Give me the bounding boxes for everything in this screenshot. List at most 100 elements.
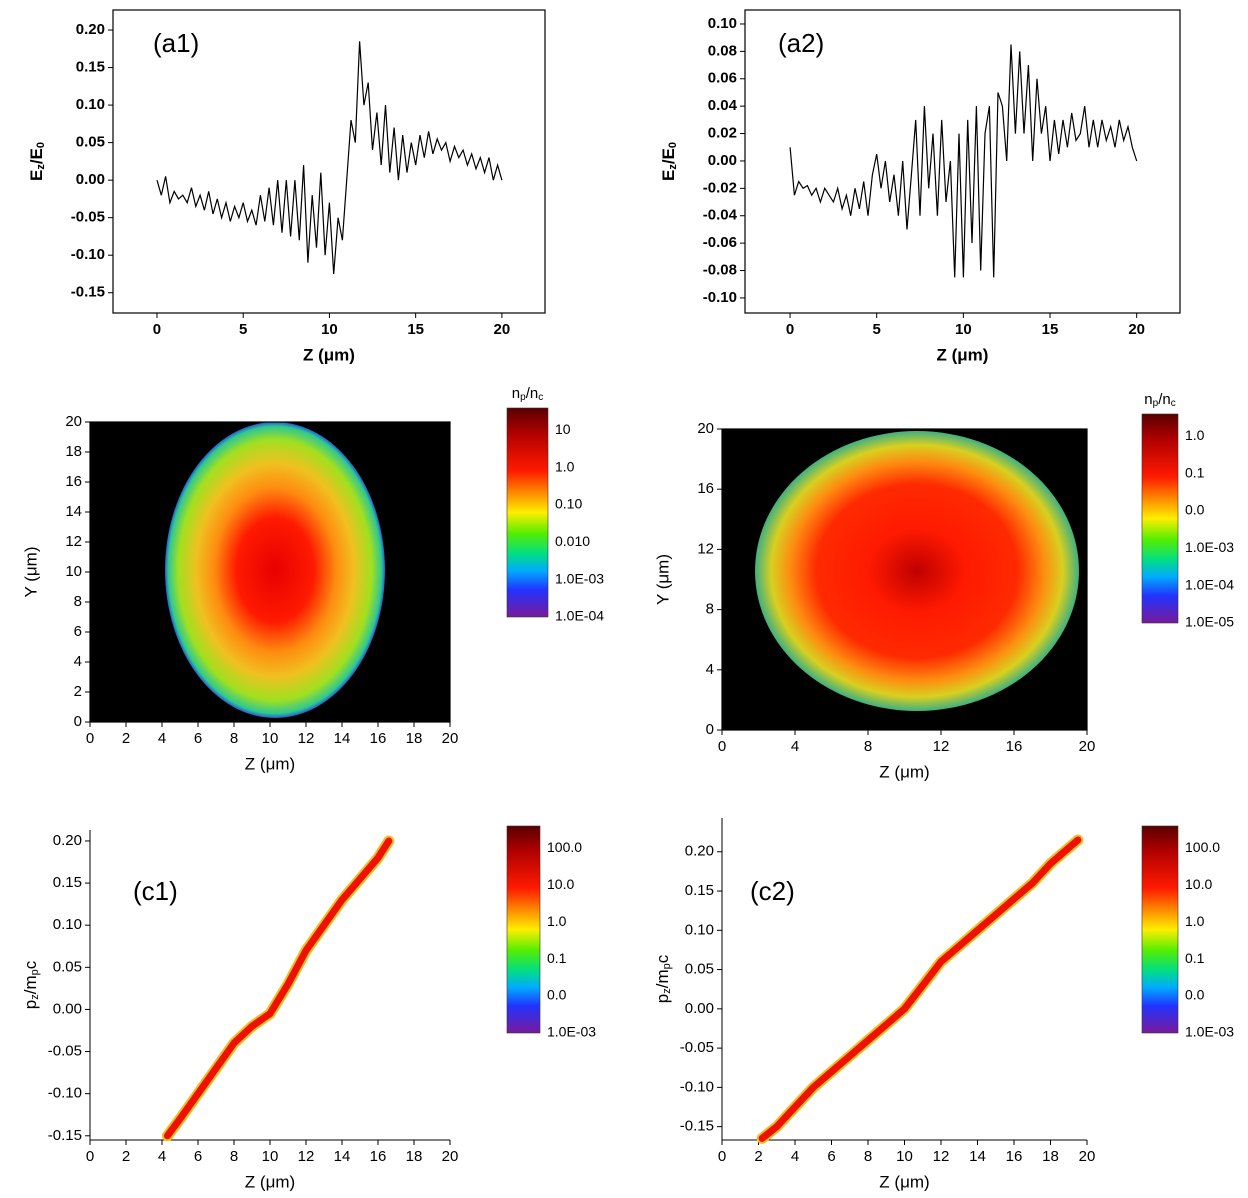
label-part: /n [526, 385, 539, 402]
label-part: p [21, 1000, 40, 1009]
colorbar-label: 0.0 [1185, 502, 1205, 518]
y-tick-label: -0.10 [703, 289, 737, 306]
x-tick-label: 8 [864, 1148, 872, 1165]
x-tick-label: 12 [933, 1148, 950, 1165]
x-tick-label: 12 [298, 730, 315, 747]
x-axis-title: Z (μm) [879, 762, 929, 781]
x-tick-label: 4 [158, 1148, 166, 1165]
panel-label: (c2) [750, 876, 795, 906]
y-tick-label: 0 [706, 721, 714, 738]
subscript: p [520, 392, 526, 403]
colorbar-label: 10.0 [547, 876, 574, 892]
subscript: 0 [35, 142, 47, 148]
y-tick-label: 0.20 [76, 21, 105, 38]
line-series [156, 41, 503, 275]
phase-space-trace [758, 836, 1082, 1142]
x-tick-label: 4 [791, 738, 799, 755]
y-tick-label: 0.00 [76, 171, 105, 188]
y-tick-label: 0.00 [685, 1000, 714, 1017]
density-blob [165, 422, 385, 718]
y-tick-label: 0.10 [708, 15, 737, 32]
y-tick-label: -0.05 [48, 1043, 82, 1060]
y-tick-label: 0.02 [708, 125, 737, 142]
y-tick-label: -0.15 [71, 284, 105, 301]
x-tick-label: 8 [230, 730, 238, 747]
y-tick-label: 0.10 [685, 921, 714, 938]
panel-label: (a2) [778, 28, 824, 58]
x-tick-label: 18 [406, 730, 423, 747]
label-part: n [1144, 391, 1152, 408]
y-tick-label: 0.00 [708, 152, 737, 169]
colorbar-label: 0.010 [555, 533, 590, 549]
axes-box [744, 9, 1181, 314]
colorbar-label: 10 [555, 421, 571, 437]
label-part: /E [27, 148, 46, 164]
x-axis-title: Z (μm) [245, 1172, 295, 1191]
label-part: p [653, 994, 672, 1003]
colorbar-label: 1.0E-04 [1185, 576, 1234, 592]
x-tick-label: 5 [239, 321, 247, 338]
colorbar-label: 1.0 [555, 458, 575, 474]
y-tick-label: 18 [65, 443, 82, 460]
x-tick-label: 14 [334, 1148, 351, 1165]
y-axis-title: Ez/E0 [27, 142, 47, 181]
y-tick-label: 4 [74, 653, 82, 670]
x-tick-label: 14 [969, 1148, 986, 1165]
colorbar-label: 1.0 [547, 913, 567, 929]
y-tick-label: 0.05 [53, 958, 82, 975]
y-tick-label: -0.02 [703, 179, 737, 196]
y-tick-label: -0.05 [71, 209, 105, 226]
label-part: E [27, 170, 46, 181]
subscript: z [661, 988, 673, 994]
label-part: /n [1158, 391, 1171, 408]
colorbar-title: np/nc [512, 385, 543, 403]
y-tick-label: 16 [65, 473, 82, 490]
x-tick-label: 20 [494, 321, 511, 338]
x-tick-label: 20 [1128, 321, 1145, 338]
y-tick-label: 0.04 [708, 97, 738, 114]
colorbar [506, 407, 549, 618]
line-series [789, 44, 1138, 278]
y-tick-label: 14 [65, 503, 82, 520]
x-tick-label: 0 [786, 321, 794, 338]
colorbar [1141, 825, 1179, 1034]
x-tick-label: 8 [864, 738, 872, 755]
subscript: 0 [667, 142, 679, 148]
subscript: z [29, 994, 41, 1000]
y-tick-label: -0.04 [703, 207, 738, 224]
y-axis-title: Y (μm) [21, 546, 40, 597]
y-tick-label: 0.10 [76, 96, 105, 113]
panel: 0 2 4 6 8 10 12 14 16 18 20 0 2 4 6 8 10 12 14 16 18 20 Z (μm)… [21, 385, 604, 774]
y-tick-label: 8 [706, 601, 714, 618]
y-tick-label: 10 [65, 563, 82, 580]
y-tick-label: 2 [74, 683, 82, 700]
x-tick-label: 10 [262, 730, 279, 747]
panel: 0 5 10 15 20 0.10 0.08 0.06 0.04 0.02 0.00 -0.02 -0.… [659, 9, 1181, 364]
y-tick-label: -0.05 [680, 1039, 714, 1056]
x-tick-label: 16 [370, 730, 387, 747]
y-tick-label: 0.10 [53, 916, 82, 933]
colorbar-label: 0.1 [1185, 464, 1205, 480]
colorbar-label: 0.0 [1185, 987, 1205, 1003]
axes-box [721, 428, 1088, 731]
label-part: n [512, 385, 520, 402]
y-tick-label: 0.08 [708, 42, 737, 59]
y-tick-label: 20 [697, 420, 714, 437]
y-tick-label: 0 [74, 713, 82, 730]
x-tick-label: 16 [1006, 738, 1023, 755]
subscript: c [538, 392, 543, 403]
y-tick-label: 12 [65, 533, 82, 550]
y-tick-label: 0.00 [53, 1000, 82, 1017]
subscript: z [35, 164, 47, 170]
x-axis-title: Z (μm) [245, 754, 295, 773]
phase-space-trace [163, 837, 393, 1140]
x-tick-label: 2 [122, 730, 130, 747]
x-axis-title: Z (μm) [303, 345, 355, 364]
subscript: z [667, 164, 679, 170]
x-tick-label: 12 [933, 738, 950, 755]
colorbar-label: 1.0E-04 [555, 608, 604, 624]
colorbar-label: 0.1 [1185, 950, 1205, 966]
colorbar-label: 0.1 [547, 950, 567, 966]
x-tick-label: 4 [791, 1148, 799, 1165]
label-part: /m [21, 975, 40, 994]
